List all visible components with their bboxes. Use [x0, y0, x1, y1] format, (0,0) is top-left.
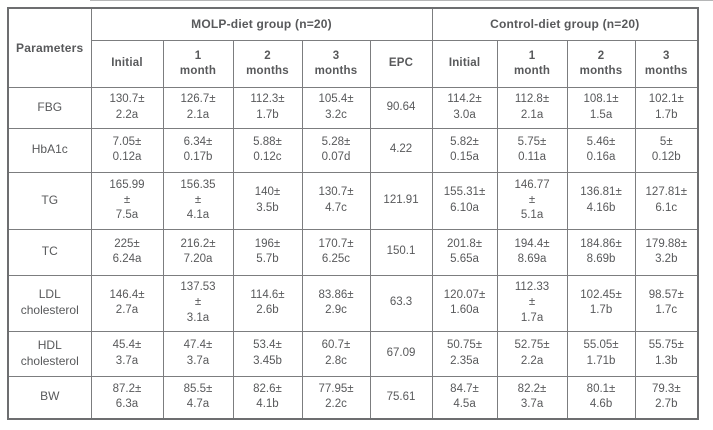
value-cell: 146.4± 2.7a [90, 274, 164, 332]
value-cell: 5.88± 0.12c [232, 127, 303, 173]
value-cell: 5± 0.12b [634, 127, 699, 173]
value-cell: 84.7± 4.5a [431, 375, 498, 420]
epc-value-cell: 67.09 [369, 330, 433, 377]
value-cell: 105.4± 3.2c [301, 86, 371, 129]
value-cell: 55.05± 1.71b [566, 330, 636, 377]
subheader-molp-2-months: 2 months [232, 39, 303, 88]
value-cell: 179.88± 3.2b [634, 228, 699, 276]
value-cell: 194.4± 8.69a [496, 228, 568, 276]
subheader-control-2-months: 2 months [566, 39, 636, 88]
value-cell: 137.53 ± 3.1a [162, 274, 234, 332]
value-cell: 55.75± 1.3b [634, 330, 699, 377]
value-cell: 130.7± 2.2a [90, 86, 164, 129]
value-cell: 87.2± 6.3a [90, 375, 164, 420]
group-header-control: Control-diet group (n=20) [431, 7, 699, 41]
subheader-molp-3-months: 3 months [301, 39, 371, 88]
value-cell: 79.3± 2.7b [634, 375, 699, 420]
table-row: FBG 130.7± 2.2a 126.7± 2.1a 112.3± 1.7b … [7, 86, 699, 129]
table-row: TC 225± 6.24a 216.2± 7.20a 196± 5.7b 170… [7, 228, 699, 276]
value-cell: 98.57± 1.7c [634, 274, 699, 332]
value-cell: 126.7± 2.1a [162, 86, 234, 129]
parameter-label: HbA1c [7, 127, 92, 173]
value-cell: 196± 5.7b [232, 228, 303, 276]
value-cell: 112.33 ± 1.7a [496, 274, 568, 332]
epc-value-cell: 90.64 [369, 86, 433, 129]
value-cell: 136.81± 4.16b [566, 171, 636, 230]
value-cell: 112.8± 2.1a [496, 86, 568, 129]
table-body: FBG 130.7± 2.2a 126.7± 2.1a 112.3± 1.7b … [7, 86, 699, 420]
value-cell: 102.1± 1.7b [634, 86, 699, 129]
value-cell: 156.35 ± 4.1a [162, 171, 234, 230]
epc-value-cell: 121.91 [369, 171, 433, 230]
table-row: BW 87.2± 6.3a 85.5± 4.7a 82.6± 4.1b 77.9… [7, 375, 699, 420]
epc-value-cell: 4.22 [369, 127, 433, 173]
value-cell: 108.1± 1.5a [566, 86, 636, 129]
value-cell: 85.5± 4.7a [162, 375, 234, 420]
table-row: TG 165.99 ± 7.5a 156.35 ± 4.1a 140± 3.5b… [7, 171, 699, 230]
table-row: HDL cholesterol 45.4± 3.7a 47.4± 3.7a 53… [7, 330, 699, 377]
value-cell: 60.7± 2.8c [301, 330, 371, 377]
value-cell: 53.4± 3.45b [232, 330, 303, 377]
value-cell: 216.2± 7.20a [162, 228, 234, 276]
value-cell: 127.81± 6.1c [634, 171, 699, 230]
value-cell: 114.2± 3.0a [431, 86, 498, 129]
subheader-control-initial: Initial [431, 39, 498, 88]
subheader-control-1-month: 1 month [496, 39, 568, 88]
epc-value-cell: 75.61 [369, 375, 433, 420]
value-cell: 83.86± 2.9c [301, 274, 371, 332]
value-cell: 50.75± 2.35a [431, 330, 498, 377]
value-cell: 52.75± 2.2a [496, 330, 568, 377]
value-cell: 170.7± 6.25c [301, 228, 371, 276]
value-cell: 5.46± 0.16a [566, 127, 636, 173]
value-cell: 114.6± 2.6b [232, 274, 303, 332]
subheader-epc: EPC [369, 39, 433, 88]
value-cell: 146.77 ± 5.1a [496, 171, 568, 230]
value-cell: 140± 3.5b [232, 171, 303, 230]
parameters-header: Parameters [7, 7, 92, 88]
subheader-molp-initial: Initial [90, 39, 164, 88]
parameter-label: FBG [7, 86, 92, 129]
results-table: Parameters MOLP-diet group (n=20) Contro… [7, 7, 700, 420]
value-cell: 165.99 ± 7.5a [90, 171, 164, 230]
subheader-row: Initial 1 month 2 months 3 months EPC In… [8, 39, 699, 88]
value-cell: 5.82± 0.15a [431, 127, 498, 173]
value-cell: 5.28± 0.07d [301, 127, 371, 173]
parameter-label: LDL cholesterol [7, 274, 92, 332]
value-cell: 6.34± 0.17b [162, 127, 234, 173]
value-cell: 112.3± 1.7b [232, 86, 303, 129]
epc-value-cell: 150.1 [369, 228, 433, 276]
value-cell: 184.86± 8.69b [566, 228, 636, 276]
table-row: HbA1c 7.05± 0.12a 6.34± 0.17b 5.88± 0.12… [7, 127, 699, 173]
parameter-label: TC [7, 228, 92, 276]
parameter-label: BW [7, 375, 92, 420]
parameter-label: HDL cholesterol [7, 330, 92, 377]
value-cell: 82.2± 3.7a [496, 375, 568, 420]
table-header: Parameters MOLP-diet group (n=20) Contro… [7, 7, 699, 88]
value-cell: 130.7± 4.7c [301, 171, 371, 230]
value-cell: 120.07± 1.60a [431, 274, 498, 332]
value-cell: 5.75± 0.11a [496, 127, 568, 173]
value-cell: 7.05± 0.12a [90, 127, 164, 173]
value-cell: 155.31± 6.10a [431, 171, 498, 230]
group-header-row: Parameters MOLP-diet group (n=20) Contro… [7, 7, 699, 88]
value-cell: 47.4± 3.7a [162, 330, 234, 377]
value-cell: 45.4± 3.7a [90, 330, 164, 377]
value-cell: 82.6± 4.1b [232, 375, 303, 420]
value-cell: 225± 6.24a [90, 228, 164, 276]
value-cell: 77.95± 2.2c [301, 375, 371, 420]
table-row: LDL cholesterol 146.4± 2.7a 137.53 ± 3.1… [7, 274, 699, 332]
parameter-label: TG [7, 171, 92, 230]
value-cell: 102.45± 1.7b [566, 274, 636, 332]
value-cell: 201.8± 5.65a [431, 228, 498, 276]
subheader-control-3-months: 3 months [634, 39, 699, 88]
epc-value-cell: 63.3 [369, 274, 433, 332]
group-header-molp: MOLP-diet group (n=20) [90, 7, 433, 41]
cropped-top-rule [90, 0, 713, 1]
value-cell: 80.1± 4.6b [566, 375, 636, 420]
subheader-molp-1-month: 1 month [162, 39, 234, 88]
